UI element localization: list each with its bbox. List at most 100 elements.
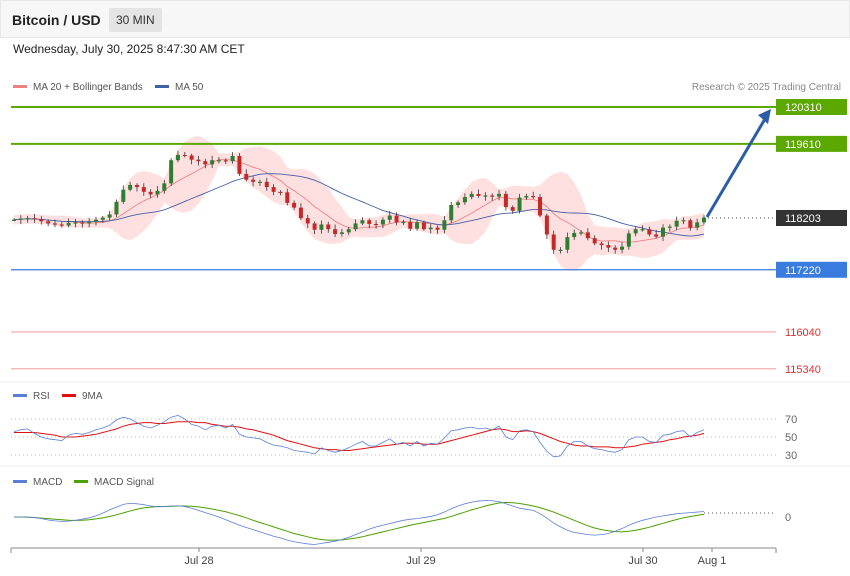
candle-body xyxy=(169,160,174,184)
macd-legend-label: MACD xyxy=(33,477,62,488)
macd-signal-legend-swatch xyxy=(74,480,88,483)
ma50-line xyxy=(13,173,705,237)
candle-body xyxy=(134,184,139,188)
candle-body xyxy=(25,218,30,220)
candle-body xyxy=(107,214,112,218)
ma20-legend-label: MA 20 + Bollinger Bands xyxy=(33,82,143,93)
candle-body xyxy=(333,229,338,234)
bollinger-bands xyxy=(14,135,704,271)
candle-body xyxy=(661,227,666,237)
x-axis-label: Jul 29 xyxy=(406,555,435,567)
candle-body xyxy=(175,154,180,161)
candle-body xyxy=(462,197,467,203)
ma50-legend-label: MA 50 xyxy=(175,82,204,93)
candle-body xyxy=(688,220,693,228)
top-bar: Bitcoin / USD 30 MIN xyxy=(0,0,850,38)
candle-body xyxy=(353,223,358,230)
candle-body xyxy=(12,219,16,221)
candle-body xyxy=(339,232,344,234)
candle-body xyxy=(380,219,385,225)
candle-body xyxy=(565,237,570,250)
candle-body xyxy=(613,247,618,250)
candle-body xyxy=(544,215,549,235)
candle-body xyxy=(469,193,474,198)
candle-body xyxy=(46,221,51,224)
candle-body xyxy=(599,243,604,246)
candle-body xyxy=(620,246,625,250)
rsi-tick-label: 30 xyxy=(785,450,797,462)
candle-body xyxy=(39,219,44,222)
candle-body xyxy=(654,234,659,237)
candle-body xyxy=(408,221,413,229)
candle-body xyxy=(52,223,57,225)
macd-legend-swatch xyxy=(13,480,27,483)
candle-body xyxy=(244,173,249,180)
candle-body xyxy=(374,223,379,226)
candle-body xyxy=(510,207,515,211)
candle-body xyxy=(237,155,242,174)
candle-body xyxy=(592,238,597,244)
candle-body xyxy=(360,220,365,224)
candle-body xyxy=(257,181,262,184)
candle-body xyxy=(59,224,64,226)
candle-body xyxy=(572,232,577,238)
timeframe-button[interactable]: 30 MIN xyxy=(109,8,162,32)
candle-body xyxy=(285,192,290,203)
candle-body xyxy=(394,215,399,223)
current-price-tag xyxy=(776,210,847,226)
rsi-ma-legend-swatch xyxy=(62,394,76,397)
candle-body xyxy=(114,201,119,215)
target-2-label: 115340 xyxy=(785,364,821,376)
candle-body xyxy=(305,218,310,224)
candle-body xyxy=(702,217,706,223)
candle-body xyxy=(182,154,187,157)
candle-body xyxy=(128,184,133,190)
resistance-1-tag xyxy=(776,135,847,152)
candle-body xyxy=(681,220,686,222)
candle-body xyxy=(196,159,201,162)
candle-body xyxy=(606,245,611,248)
ma20-legend-swatch xyxy=(13,85,27,88)
x-axis-label: Jul 30 xyxy=(628,555,657,567)
candle-body xyxy=(401,221,406,224)
candle-body xyxy=(66,222,71,226)
resistance-2-tag xyxy=(776,99,847,115)
candle-body xyxy=(18,218,23,220)
candle-body xyxy=(278,191,283,194)
candle-body xyxy=(367,220,372,224)
rsi-tick-label: 50 xyxy=(785,432,797,444)
candle-body xyxy=(387,215,392,220)
ma50-legend-swatch xyxy=(155,85,169,88)
candle-body xyxy=(326,224,331,230)
macd-zero-label: 0 xyxy=(785,512,791,524)
rsi-ma-line xyxy=(14,421,705,451)
current-price-label: 118203 xyxy=(785,213,821,225)
candle-body xyxy=(346,229,351,233)
candle-body xyxy=(80,222,85,224)
candle-body xyxy=(558,249,563,251)
macd-signal-line xyxy=(14,501,705,541)
candle-body xyxy=(162,183,167,191)
candle-body xyxy=(73,222,78,224)
chart-datetime: Wednesday, July 30, 2025 8:47:30 AM CET xyxy=(13,42,245,56)
candle-body xyxy=(633,229,638,234)
macd-signal-legend-label: MACD Signal xyxy=(94,477,154,488)
candle-body xyxy=(141,187,146,192)
candle-body xyxy=(503,193,508,208)
candle-body xyxy=(695,222,700,228)
candle-body xyxy=(415,222,420,229)
candle-body xyxy=(517,197,522,211)
candle-body xyxy=(667,226,672,228)
credit-text: Research © 2025 Trading Central xyxy=(692,82,841,93)
bollinger-band-area xyxy=(14,135,704,271)
candle-body xyxy=(449,204,454,221)
candle-body xyxy=(524,196,529,198)
candle-body xyxy=(148,191,153,195)
candle-body xyxy=(442,220,447,230)
candle-body xyxy=(490,195,495,197)
candle-body xyxy=(585,232,590,239)
candle-body xyxy=(155,190,160,195)
forecast-arrow-shaft xyxy=(705,118,767,218)
candle-body xyxy=(271,187,276,192)
